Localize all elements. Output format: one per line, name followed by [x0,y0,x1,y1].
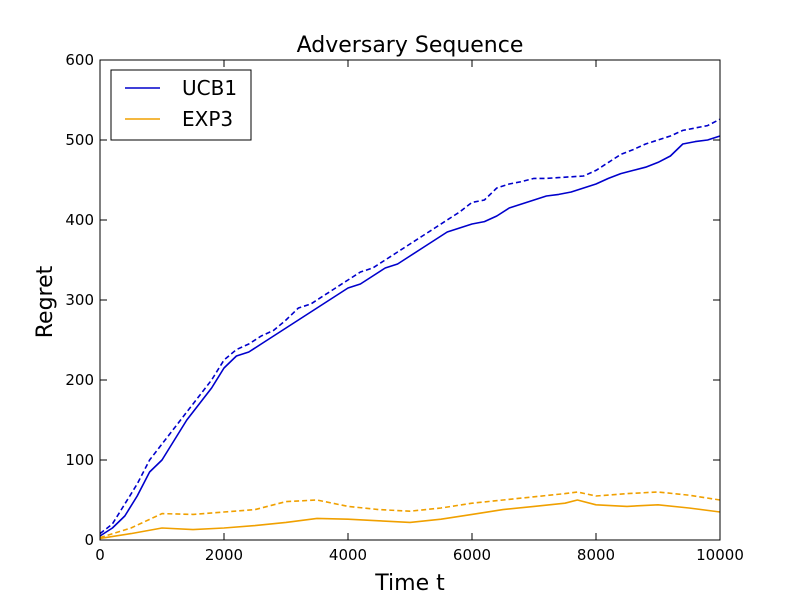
series-line-exp3-dashed [99,491,721,539]
legend-box [110,69,252,141]
series-line-ucb1-solid [99,135,721,537]
y-tick-label: 600 [65,51,94,69]
ticks-layer: 0 2000 4000 6000 8000 10000 0 100 200 300 400 500 60… [65,51,744,564]
y-axis-label: Regret [33,265,58,338]
legend: UCB1 EXP3 [110,69,252,141]
x-axis-label: Time t [374,571,445,596]
series-layer [99,118,721,540]
y-tick-label: 200 [65,371,94,389]
chart-title: Adversary Sequence [297,33,524,58]
x-tick-label: 4000 [329,546,367,564]
x-tick-label: 8000 [577,546,615,564]
y-tick-label: 500 [65,131,94,149]
plot-frame [99,59,721,541]
series-line-ucb1-dashed [99,118,721,535]
y-tick-label: 300 [65,291,94,309]
x-tick-label: 0 [95,546,105,564]
x-tick-label: 10000 [696,546,744,564]
x-tick-label: 6000 [453,546,491,564]
y-tick-label: 100 [65,451,94,469]
x-tick-label: 2000 [205,546,243,564]
y-tick-label: 0 [84,531,94,549]
legend-label-exp3: EXP3 [182,107,233,131]
legend-label-ucb1: UCB1 [182,76,237,100]
y-tick-label: 400 [65,211,94,229]
series-line-exp3-solid [99,499,721,540]
